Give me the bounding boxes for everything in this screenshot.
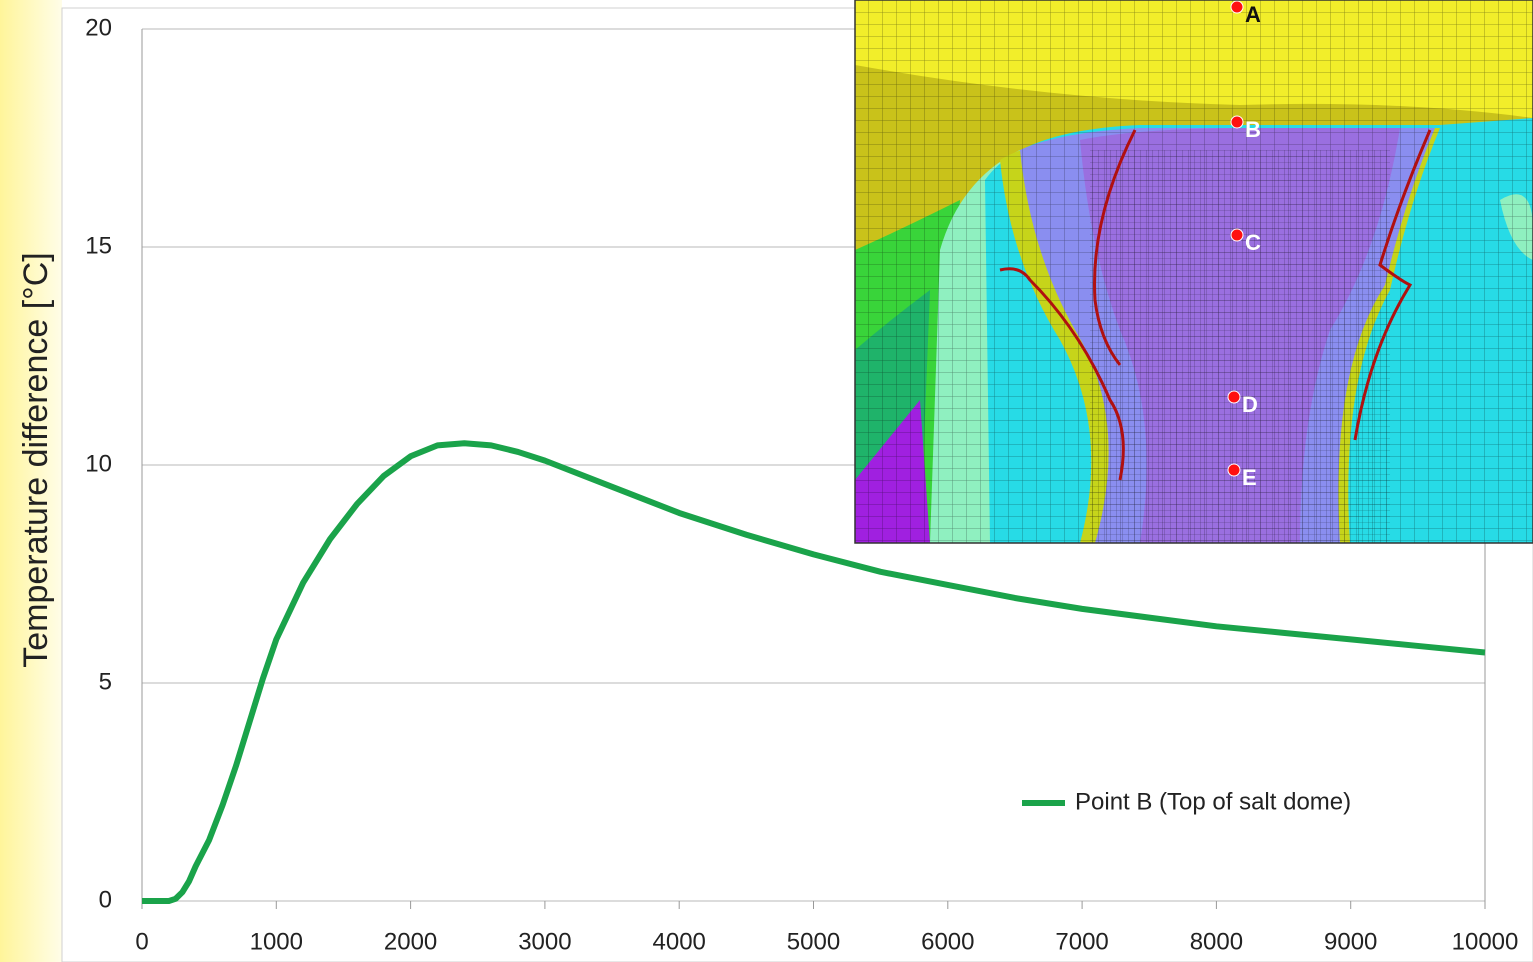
x-tick-label: 8000: [1190, 928, 1243, 955]
x-tick-label: 1000: [250, 928, 303, 955]
y-tick-label: 0: [99, 886, 112, 913]
inset-point: [1228, 391, 1240, 403]
inset-image: A B C D E: [855, 0, 1533, 543]
inset-point-label: D: [1242, 392, 1258, 417]
mesh-fine: [1090, 150, 1390, 543]
inset-point-label: A: [1245, 2, 1261, 27]
inset-point-label: C: [1245, 230, 1261, 255]
y-tick-label: 5: [99, 668, 112, 695]
y-axis-label: Temperature difference [°C]: [17, 252, 55, 668]
x-tick-label: 9000: [1324, 928, 1377, 955]
x-tick-label: 0: [135, 928, 148, 955]
inset-point: [1231, 1, 1243, 13]
x-tick-label: 6000: [921, 928, 974, 955]
inset-point: [1231, 229, 1243, 241]
y-tick-label: 15: [85, 232, 112, 259]
x-tick-label: 2000: [384, 928, 437, 955]
chart: Temperature difference [°C] 0 5 10 15 20 0 100…: [0, 0, 1533, 962]
x-tick-label: 7000: [1055, 928, 1108, 955]
x-tick-label: 5000: [787, 928, 840, 955]
inset-point: [1228, 464, 1240, 476]
y-tick-label: 10: [85, 450, 112, 477]
inset-point-label: E: [1242, 465, 1257, 490]
x-tick-label: 4000: [653, 928, 706, 955]
x-tick-label: 10000: [1452, 928, 1519, 955]
legend-label: Point B (Top of salt dome): [1075, 788, 1351, 815]
y-tick-label: 20: [85, 14, 112, 41]
x-tick-label: 3000: [518, 928, 571, 955]
inset-point-label: B: [1245, 117, 1261, 142]
inset-point: [1231, 116, 1243, 128]
